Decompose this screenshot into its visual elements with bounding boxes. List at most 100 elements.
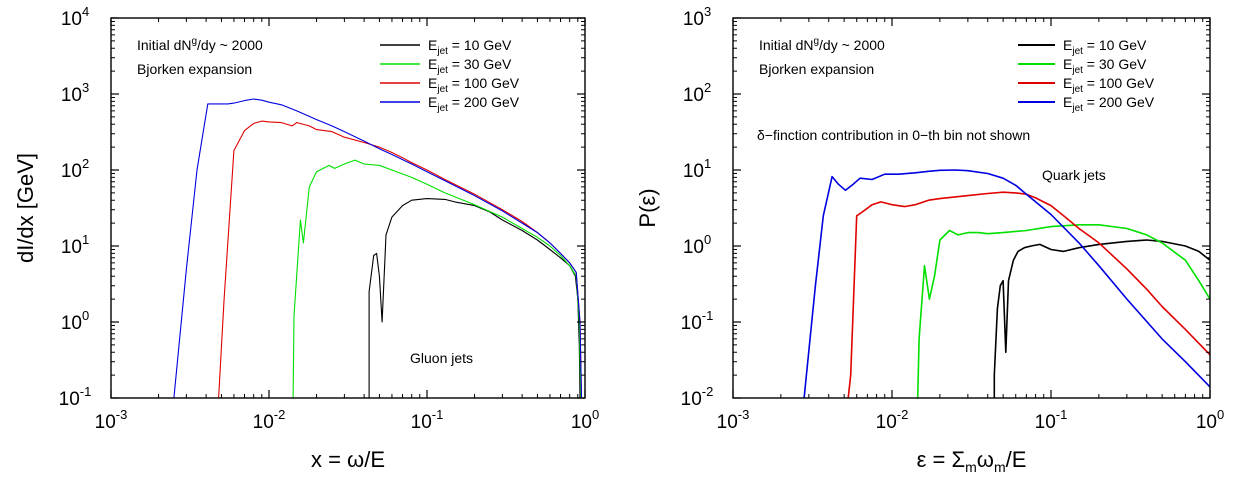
x-tick-base: 10 [876,412,897,433]
x-tick-exponent: -3 [738,407,750,422]
x-tick-base: 10 [717,412,738,433]
y-tick-label: 103 [61,80,89,106]
y-tick-label: 102 [683,80,711,106]
annotation-delta-note: δ−finction contribution in 0−th bin not … [757,127,1030,143]
x-axis-label-sub: m [994,459,1006,475]
x-axis-label-part: ω [977,447,994,472]
x-tick-base: 10 [1196,412,1217,433]
legend-prefix: E [428,37,437,53]
legend-label: = 30 GeV [1083,56,1147,72]
x-tick-exponent: -3 [116,407,128,422]
annotation-text: Initial dN [137,37,191,53]
y-tick-base: 10 [683,161,704,182]
annotation-expansion: Bjorken expansion [759,61,874,77]
y-tick-base: 10 [681,313,702,334]
annotation-expansion: Bjorken expansion [137,61,252,77]
annotation-superscript: g [813,36,819,47]
legend-entry: Ejet = 100 GeV [1063,75,1155,95]
x-tick-exponent: -2 [274,407,286,422]
x-tick-label: 10-2 [253,407,286,433]
legend-subscript: jet [436,65,448,76]
x-tick-base: 10 [1035,412,1056,433]
legend-entry: Ejet = 10 GeV [1063,37,1147,57]
y-tick-exponent: -1 [702,308,714,323]
y-tick-exponent: -1 [80,384,92,399]
y-tick-base: 10 [61,237,82,258]
legend-prefix: E [1063,56,1072,72]
y-tick-base: 10 [61,9,82,30]
annotation-initial-condition: Initial dNg/dy ~ 2000 [137,36,263,53]
y-tick-label: 10-1 [59,384,92,410]
annotation-text: /dy ~ 2000 [819,37,885,53]
x-tick-base: 10 [95,412,116,433]
y-tick-base: 10 [683,237,704,258]
legend-subscript: jet [1071,46,1083,57]
annotation-jet-type: Quark jets [1042,167,1106,183]
series-line-30-gev [916,224,1210,398]
y-axis-label: P(ε) [635,188,660,227]
x-tick-exponent: -2 [897,407,909,422]
x-axis-label-part: ε = Σ [917,447,965,472]
legend-prefix: E [428,75,437,91]
series-line-100-gev [847,191,1210,398]
y-tick-label: 101 [683,156,711,182]
series-line-200-gev [173,98,583,398]
x-axis-label: x = ω/E [311,447,385,472]
annotation-text: Initial dN [759,37,813,53]
x-axis-label-part: /E [1006,447,1027,472]
legend-subscript: jet [1071,65,1083,76]
legend-prefix: E [428,94,437,110]
y-tick-base: 10 [683,9,704,30]
legend-subscript: jet [436,84,448,95]
annotation-initial-condition: Initial dNg/dy ~ 2000 [759,36,885,53]
y-tick-exponent: 3 [704,4,711,19]
legend-label: = 100 GeV [448,75,520,91]
y-tick-base: 10 [681,389,702,410]
y-tick-label: 102 [61,156,89,182]
legend-subscript: jet [436,103,448,114]
y-axis-label: dI/dx [GeV] [13,153,38,263]
legend-subscript: jet [436,46,448,57]
annotation-jet-type: Gluon jets [410,350,473,366]
legend-entry: Ejet = 30 GeV [1063,56,1147,76]
y-tick-label: 10-1 [681,308,714,334]
legend-label: = 200 GeV [1083,94,1155,110]
y-tick-exponent: 4 [82,4,89,19]
plot-frame [110,17,586,399]
y-tick-label: 10-2 [681,384,714,410]
y-tick-base: 10 [61,313,82,334]
x-tick-label: 10-1 [411,407,444,433]
x-tick-exponent: 0 [1217,407,1224,422]
x-tick-label: 10-3 [717,407,750,433]
x-tick-base: 10 [253,412,274,433]
y-tick-exponent: 3 [82,80,89,95]
x-tick-label: 10-1 [1035,407,1068,433]
legend-subscript: jet [1071,84,1083,95]
y-tick-label: 103 [683,4,711,30]
y-tick-label: 100 [61,308,89,334]
y-tick-label: 104 [61,4,89,30]
y-tick-exponent: 2 [704,80,711,95]
x-axis-label-sub: m [965,459,977,475]
x-tick-label: 10-2 [876,407,909,433]
x-axis-label: ε = Σmωm/E [917,447,1027,475]
y-tick-base: 10 [61,85,82,106]
series-line-10-gev [368,198,581,398]
series-line-200-gev [803,169,1210,398]
legend-label: = 10 GeV [448,37,512,53]
y-tick-base: 10 [59,389,80,410]
y-tick-exponent: 0 [704,232,711,247]
legend-subscript: jet [1071,103,1083,114]
x-tick-base: 10 [411,412,432,433]
legend-entry: Ejet = 200 GeV [1063,94,1155,114]
legend-entry: Ejet = 10 GeV [428,37,512,57]
plot-frame [732,17,1211,399]
annotation-text: /dy ~ 2000 [197,37,263,53]
x-tick-label: 100 [571,407,599,433]
legend-prefix: E [1063,37,1072,53]
